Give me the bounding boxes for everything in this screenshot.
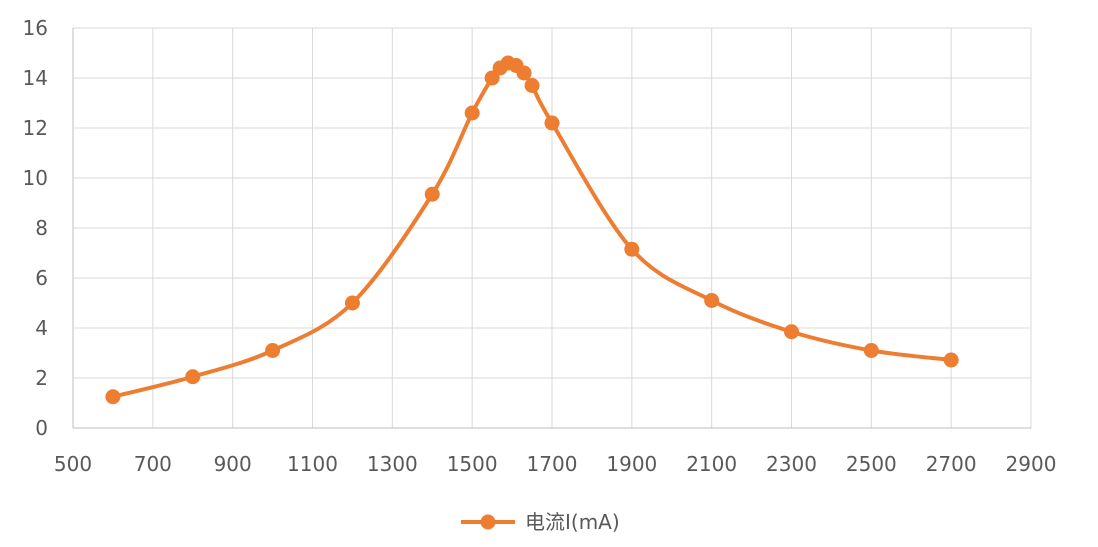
data-point <box>784 324 799 340</box>
axes: 0 2 4 6 8 10 12 14 16 500 700 900 1100 1300 1500 1700 19… <box>23 16 1057 476</box>
x-tick-label: 2900 <box>1006 452 1057 476</box>
y-tick-label: 2 <box>35 366 48 390</box>
data-point <box>464 105 480 121</box>
data-point <box>624 241 640 257</box>
y-tick-label: 14 <box>23 66 48 90</box>
x-tick-label: 1100 <box>287 452 338 476</box>
x-tick-label: 2300 <box>766 452 817 476</box>
data-point <box>344 295 360 311</box>
legend-marker <box>480 514 496 530</box>
series-layer <box>105 55 959 405</box>
data-point <box>704 293 720 308</box>
data-point <box>185 369 201 385</box>
x-tick-label: 2700 <box>926 452 977 476</box>
y-tick-label: 16 <box>23 16 48 40</box>
x-tick-label: 1900 <box>606 452 657 476</box>
data-point <box>863 343 879 358</box>
legend: 电流I(mA) <box>461 510 620 534</box>
x-tick-label: 2500 <box>846 452 897 476</box>
data-point <box>424 186 440 202</box>
data-point <box>484 70 500 86</box>
x-tick-label: 1300 <box>367 452 418 476</box>
x-tick-label: 1500 <box>447 452 498 476</box>
legend-label: 电流I(mA) <box>525 510 620 534</box>
x-tick-label: 700 <box>134 452 172 476</box>
x-tick-label: 2100 <box>686 452 737 476</box>
data-point <box>105 389 121 405</box>
series-line <box>110 60 954 399</box>
y-tick-label: 0 <box>35 416 48 440</box>
y-tick-label: 6 <box>35 266 48 290</box>
x-tick-label: 1700 <box>527 452 578 476</box>
data-point <box>516 65 532 81</box>
x-tick-label: 900 <box>214 452 252 476</box>
data-point <box>265 343 281 358</box>
y-tick-label: 4 <box>35 316 48 340</box>
y-tick-label: 8 <box>35 216 48 240</box>
y-tick-label: 12 <box>23 116 48 140</box>
y-tick-label: 10 <box>23 166 48 190</box>
data-point <box>943 352 959 368</box>
data-point <box>524 78 540 93</box>
data-point <box>544 115 560 131</box>
x-tick-label: 500 <box>54 452 92 476</box>
